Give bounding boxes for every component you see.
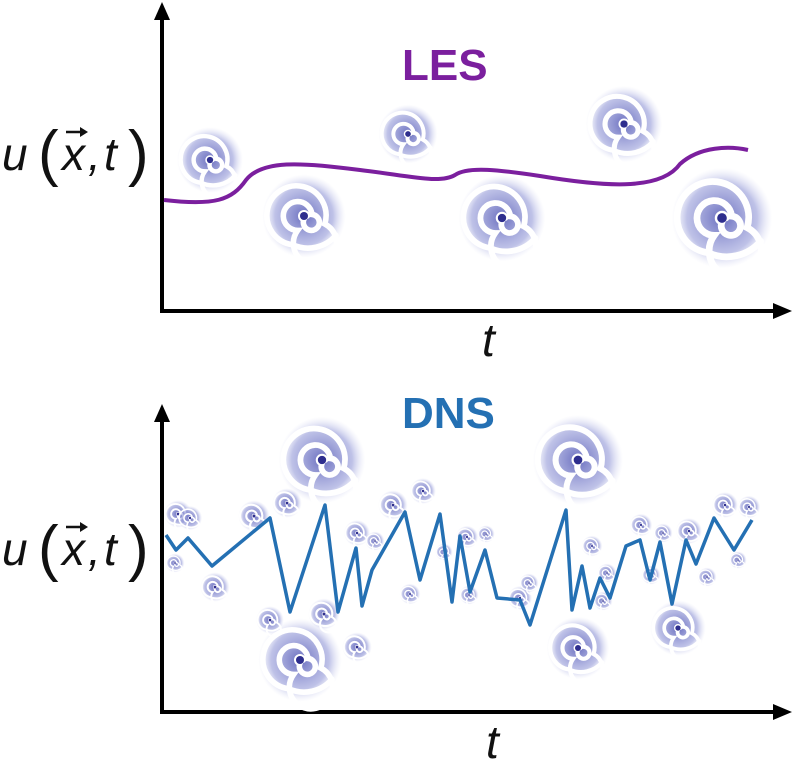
les-panel: u ( x , t ) t LES <box>2 2 792 366</box>
les-x-arrowhead <box>773 303 792 319</box>
dns-x-arrowhead <box>773 704 792 720</box>
les-title: LES <box>402 41 488 90</box>
spiral-eddy-icon <box>696 566 718 589</box>
dns-open-paren: ( <box>38 514 59 583</box>
les-x-axis-label: t <box>482 314 497 366</box>
dns-y-time: t <box>104 523 119 575</box>
spiral-eddy-icon <box>341 631 373 666</box>
vector-arrowhead <box>80 522 88 532</box>
spiral-eddy-icon <box>580 534 604 559</box>
spiral-eddy-icon <box>728 550 748 571</box>
spiral-eddy-icon <box>364 530 386 553</box>
spiral-eddy-icon <box>409 477 437 508</box>
spiral-eddy-icon <box>675 517 703 548</box>
spiral-eddy-icon <box>736 494 762 521</box>
dns-title: DNS <box>402 389 495 438</box>
spiral-eddy-icon <box>628 512 654 539</box>
les-open-paren: ( <box>38 119 59 188</box>
dns-y-arrowhead <box>154 404 170 422</box>
dns-y-axis-label: u ( x , t ) <box>2 514 149 583</box>
spiral-eddy-icon <box>652 522 674 545</box>
spiral-eddy-icon <box>177 127 243 199</box>
spiral-eddy-icon <box>177 505 203 534</box>
dns-comma: , <box>88 523 101 575</box>
dns-curve <box>164 503 754 627</box>
dns-y-var: u <box>2 523 28 575</box>
les-y-axis-label: u ( x , t ) <box>2 119 149 188</box>
spiral-eddy-icon <box>459 175 546 269</box>
spiral-eddy-icon <box>398 582 422 607</box>
spiral-eddy-icon <box>271 487 303 522</box>
spiral-eddy-icon <box>533 415 623 513</box>
spiral-eddy-icon <box>199 571 231 606</box>
les-y-vector: x <box>60 128 87 180</box>
spiral-eddy-icon <box>586 86 662 169</box>
spiral-eddy-icon <box>476 524 496 545</box>
les-curve <box>163 145 749 205</box>
les-y-time: t <box>104 128 119 180</box>
dns-x-axis-label: t <box>486 716 501 763</box>
les-comma: , <box>88 128 101 180</box>
spiral-eddy-icon <box>711 491 739 522</box>
spiral-eddy-icon <box>262 174 345 264</box>
spiral-eddy-icon <box>376 102 440 171</box>
dns-panel: u ( x , t ) t DNS <box>2 389 792 763</box>
les-y-var: u <box>2 128 28 180</box>
dns-y-vector: x <box>60 523 87 575</box>
spiral-eddy-icon <box>547 617 609 685</box>
spiral-eddy-icon <box>648 598 708 663</box>
vector-arrowhead <box>80 127 88 137</box>
les-close-paren: ) <box>128 119 149 188</box>
spiral-eddy-icon <box>672 168 773 277</box>
dns-close-paren: ) <box>128 514 149 583</box>
les-y-arrowhead <box>154 2 170 20</box>
spiral-eddy-icon <box>164 552 186 575</box>
spiral-eddy-icon <box>255 605 285 638</box>
